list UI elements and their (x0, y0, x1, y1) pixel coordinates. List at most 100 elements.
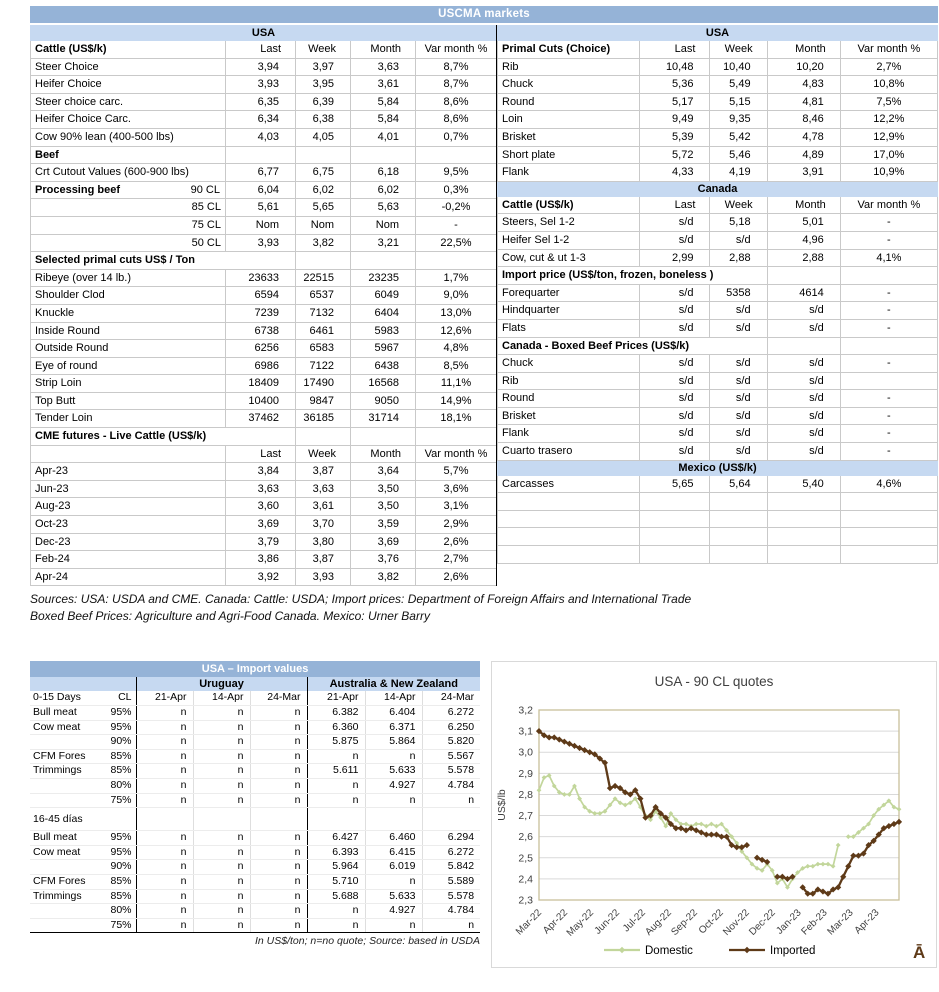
row-label: Aug-23 (30, 497, 226, 517)
value-cell: 9050 (350, 391, 416, 411)
value-cell: 3,92 (225, 567, 296, 587)
row-label: Apr-23 (30, 462, 226, 481)
row-label: Dec-23 (30, 532, 226, 552)
row-label (30, 778, 97, 794)
empty-cell (709, 545, 768, 564)
row-label: Flats (496, 318, 641, 338)
row-label: CFM Fores (30, 874, 97, 890)
table-row: Steer choice carc. 6,35 6,39 5,84 8,6% (30, 92, 497, 112)
value-cell: 10,9% (839, 163, 939, 182)
value-cell: 10,40 (709, 57, 768, 77)
value-cell: n (192, 720, 250, 736)
value-cell: 5.842 (421, 859, 481, 875)
cl-quotes-chart-card: USA - 90 CL quotes 2,3 2,4 2,5 2,6 2,7 2,8 2,9 3… (491, 661, 937, 969)
value-cell: 37462 (225, 409, 296, 429)
series-marker (876, 807, 882, 813)
value-cell: 23235 (350, 268, 416, 288)
table-row: Eye of round 6986 7122 6438 8,5% (30, 356, 497, 376)
row-label: Cow meat (30, 845, 97, 861)
table-row: Round s/d s/d s/d - (496, 389, 939, 408)
series-marker (688, 825, 695, 832)
series-marker (667, 821, 674, 828)
row-label: Flank (496, 424, 641, 444)
value-cell: 5,64 (709, 474, 768, 494)
row-label: Short plate (496, 145, 641, 165)
value-cell: 6,39 (295, 92, 351, 112)
series-marker (840, 874, 847, 881)
value-cell: 4.784 (421, 778, 481, 794)
row-label: Processing beef (35, 183, 120, 196)
table-row: Brisket s/d s/d s/d - (496, 406, 939, 426)
series-marker (814, 886, 821, 893)
value-cell: 3,64 (350, 462, 416, 481)
value-cell: n (135, 845, 193, 861)
table-row: Tender Loin 37462 36185 31714 18,1% (30, 409, 497, 429)
row-label: Brisket (496, 127, 641, 147)
value-cell: 17,0% (839, 145, 939, 165)
value-cell: 3,97 (295, 57, 351, 77)
series-marker (612, 796, 618, 802)
value-cell: - (839, 301, 939, 320)
empty-cell (639, 509, 711, 529)
value-cell: 5.964 (306, 859, 365, 875)
value-cell: 7,5% (839, 92, 939, 112)
x-tick-label: Mar-22 (514, 907, 544, 937)
value-cell: n (192, 874, 250, 890)
value-cell: - (415, 215, 497, 235)
table-row: Brisket 5,39 5,42 4,78 12,9% (496, 127, 939, 147)
cl-cell: 95% (97, 830, 136, 846)
empty-cell (839, 336, 939, 356)
row-label: 85 CL (30, 198, 226, 217)
value-cell: 4,05 (295, 127, 351, 147)
value-cell: 3,84 (225, 462, 296, 481)
value-cell: - (839, 424, 939, 444)
value-cell: 5,40 (766, 474, 841, 494)
table-row: Mexico (US$/k) (497, 459, 938, 476)
section-label: CME futures - Live Cattle (US$/k) (30, 427, 296, 446)
chart-title: USA - 90 CL quotes (655, 674, 774, 689)
value-cell (295, 145, 351, 165)
value-cell: 4614 (766, 283, 841, 303)
row-label: Top Butt (30, 391, 226, 411)
value-cell: s/d (639, 389, 711, 408)
series-marker (713, 831, 720, 839)
import-table-title: USA – Import values (30, 661, 481, 678)
table-row: Strip Loin 18409 17490 16568 11,1% (30, 374, 497, 393)
row-label: Forequarter (496, 283, 641, 303)
value-cell: 10,48 (639, 57, 711, 77)
value-cell: s/d (709, 318, 768, 338)
group-header-anz: Australia & New Zealand (306, 677, 481, 692)
value-cell: 6.272 (421, 705, 481, 721)
value-cell: - (839, 213, 939, 232)
empty-cell (839, 545, 939, 564)
column-group-label: Cattle (US$/k) (30, 40, 226, 59)
value-cell: 5,63 (350, 198, 416, 217)
series-marker (658, 815, 664, 821)
row-label: Steers, Sel 1-2 (496, 213, 641, 232)
value-cell: n (192, 859, 250, 875)
table-row: Cow 90% lean (400-500 lbs) 4,03 4,05 4,01 0,… (30, 127, 497, 147)
table-row: Flank 4,33 4,19 3,91 10,9% (496, 163, 939, 182)
value-cell: n (364, 918, 422, 934)
value-cell: n (135, 859, 193, 875)
series-marker (556, 790, 562, 796)
series-marker (622, 803, 628, 808)
empty-cell (249, 807, 307, 832)
value-cell: 3,93 (225, 75, 296, 94)
row-label: Shoulder Clod (30, 286, 226, 305)
y-axis-label: US$/lb (496, 789, 508, 821)
row-label: 50 CL (30, 233, 226, 253)
value-cell: 8,7% (415, 75, 497, 94)
row-label: Rib (496, 371, 641, 391)
value-cell: s/d (709, 354, 768, 373)
group-header-uruguay: Uruguay (135, 677, 307, 692)
value-cell: 0,7% (415, 127, 497, 147)
value-cell: n (249, 889, 307, 905)
value-cell: 3,79 (225, 532, 296, 552)
value-cell: 5,01 (766, 213, 841, 232)
value-cell: 10,8% (839, 75, 939, 94)
series-marker (611, 783, 619, 790)
value-cell: 8,7% (415, 57, 497, 77)
series-marker (804, 890, 811, 898)
value-cell: 8,46 (766, 110, 841, 129)
